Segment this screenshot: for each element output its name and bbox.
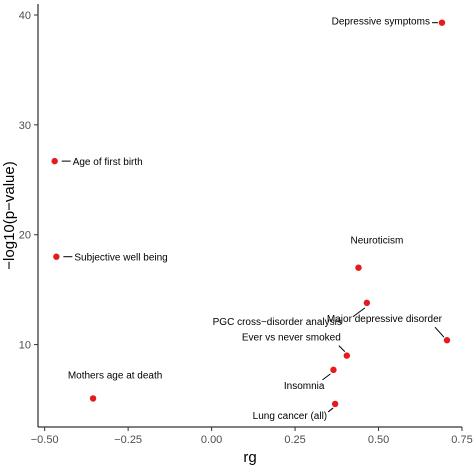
- point-label: Age of first birth: [73, 157, 143, 168]
- point-labels: Depressive symptoms Age of first birth Sub…: [68, 17, 443, 422]
- label-leader-line: [327, 407, 334, 413]
- point-label: PGC cross−disorder analysis: [213, 317, 342, 328]
- point-label: Major depressive disorder: [327, 314, 443, 325]
- x-axis-ticks: −0.50 −0.25 0.00 0.25 0.50 0.75: [31, 427, 473, 446]
- y-tick-label: 10: [19, 340, 31, 352]
- point-label: Lung cancer (all): [253, 411, 327, 422]
- data-point: [331, 400, 339, 408]
- y-axis-ticks: 10 20 30 40: [19, 10, 38, 352]
- data-point: [89, 395, 97, 402]
- point-label: Ever vs never smoked: [242, 333, 341, 344]
- label-leader-line: [352, 307, 366, 318]
- y-axis-title: −log10(p−value): [1, 161, 18, 269]
- y-tick-label: 30: [19, 120, 31, 132]
- data-point: [343, 352, 351, 359]
- data-point: [330, 366, 337, 374]
- data-points: [51, 19, 451, 408]
- x-tick-label: 0.75: [451, 434, 472, 446]
- y-tick-label: 40: [19, 10, 31, 22]
- data-point: [53, 253, 60, 260]
- x-tick-label: −0.25: [114, 434, 142, 446]
- x-tick-label: −0.50: [31, 434, 59, 446]
- x-tick-label: 0.00: [201, 434, 222, 446]
- x-tick-label: 0.50: [368, 434, 389, 446]
- label-leader-lines: [61, 22, 445, 413]
- label-leader-line: [338, 345, 346, 352]
- point-label: Depressive symptoms: [332, 17, 430, 28]
- data-point: [51, 157, 58, 165]
- label-leader-line: [434, 326, 445, 338]
- point-label: Mothers age at death: [68, 370, 163, 381]
- label-leader-line: [322, 373, 331, 381]
- x-axis-title: rg: [243, 449, 256, 466]
- point-label: Subjective well being: [74, 253, 167, 264]
- data-point: [443, 337, 451, 344]
- point-label: Neuroticism: [351, 236, 404, 247]
- data-point: [355, 264, 362, 271]
- y-tick-label: 20: [19, 230, 31, 242]
- point-label: Insomnia: [284, 381, 325, 392]
- x-tick-label: 0.25: [284, 434, 305, 446]
- data-point: [363, 299, 371, 307]
- data-point: [438, 19, 446, 26]
